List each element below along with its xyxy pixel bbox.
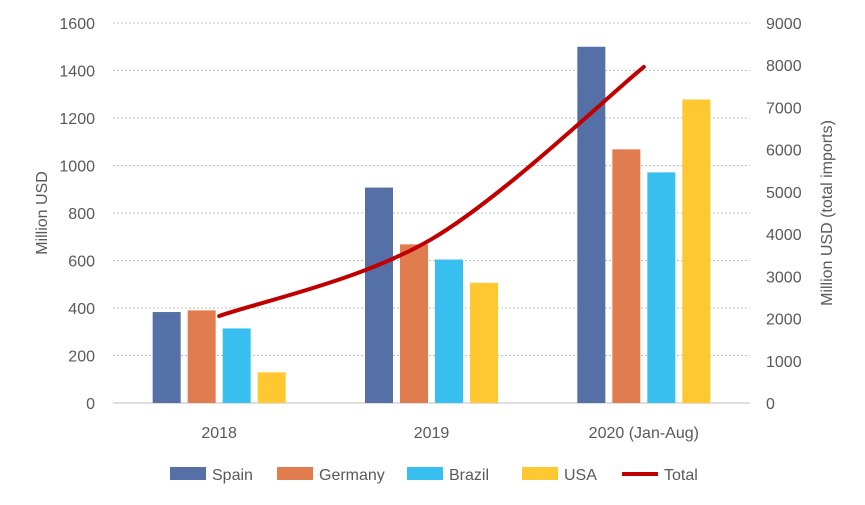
bar-brazil-1	[435, 259, 463, 403]
bar-brazil-0	[222, 328, 251, 403]
legend-label-total: Total	[664, 467, 698, 484]
left-axis-ticks: 0 200 400 600 800 1000 1200 1400 1600	[59, 16, 95, 413]
category-label: 2020 (Jan-Aug)	[589, 425, 699, 442]
right-tick-label: 4000	[766, 227, 802, 244]
bar-spain-1	[365, 187, 393, 403]
bar-spain-2	[577, 46, 606, 403]
legend-swatch-germany	[277, 467, 313, 480]
bar-usa-0	[257, 372, 286, 403]
bar-germany-0	[187, 310, 216, 403]
left-tick-label: 1400	[59, 64, 95, 81]
right-tick-label: 1000	[766, 354, 802, 371]
category-label: 2019	[414, 425, 450, 442]
legend-label-usa: USA	[564, 467, 597, 484]
legend-swatch-spain	[170, 467, 206, 480]
left-tick-label: 400	[68, 301, 95, 318]
legend-label-brazil: Brazil	[449, 467, 489, 484]
legend-swatch-usa	[522, 467, 558, 480]
right-tick-label: 3000	[766, 269, 802, 286]
bar-usa-1	[470, 282, 498, 403]
right-tick-label: 0	[766, 396, 775, 413]
bar-germany-1	[400, 244, 428, 403]
left-tick-label: 1000	[59, 159, 95, 176]
right-tick-label: 5000	[766, 185, 802, 202]
left-tick-label: 600	[68, 254, 95, 271]
left-tick-label: 1600	[59, 16, 95, 33]
left-tick-label: 800	[68, 206, 95, 223]
total-line	[217, 64, 646, 319]
bar-spain-0	[152, 312, 181, 403]
left-tick-label: 200	[68, 349, 95, 366]
bar-usa-2	[682, 99, 711, 403]
left-axis-title: Million USD	[34, 171, 51, 255]
right-tick-label: 2000	[766, 312, 802, 329]
right-tick-label: 6000	[766, 143, 802, 160]
left-tick-label: 0	[86, 396, 95, 413]
right-axis-title: Million USD (total imports)	[819, 120, 836, 306]
category-label: 2018	[201, 425, 237, 442]
category-labels: 2018 2019 2020 (Jan-Aug)	[201, 425, 699, 442]
right-tick-label: 9000	[766, 16, 802, 33]
legend-swatch-brazil	[407, 467, 443, 480]
bar-brazil-2	[647, 172, 676, 403]
legend-label-germany: Germany	[319, 467, 385, 484]
legend: Spain Germany Brazil USA Total	[170, 467, 698, 484]
bar-germany-2	[612, 149, 641, 403]
right-axis-ticks: 0 1000 2000 3000 4000 5000 6000 7000 8000 9000	[766, 16, 802, 413]
legend-label-spain: Spain	[212, 467, 253, 484]
left-tick-label: 1200	[59, 111, 95, 128]
right-tick-label: 7000	[766, 100, 802, 117]
right-tick-label: 8000	[766, 58, 802, 75]
bars	[152, 46, 711, 403]
total-line-group	[217, 64, 646, 319]
